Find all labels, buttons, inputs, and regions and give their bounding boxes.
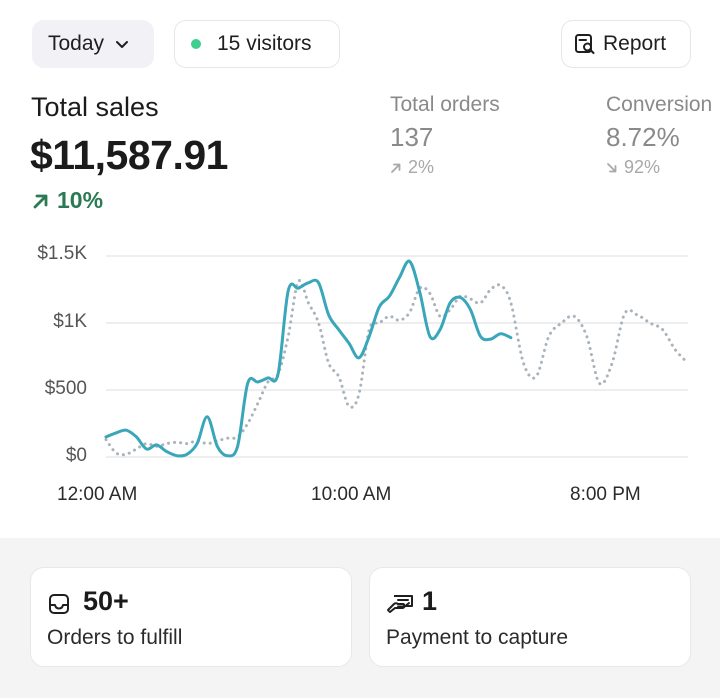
period-label: Today	[48, 32, 105, 55]
arrow-up-right-icon	[33, 194, 48, 208]
x-tick-label: 10:00 AM	[311, 484, 392, 505]
y-tick-label: $500	[44, 378, 87, 399]
total-sales-change-value: 10%	[57, 187, 104, 213]
total-sales-label: Total sales	[31, 92, 159, 122]
live-visitors-button[interactable]: 15 visitors	[174, 20, 340, 68]
live-status-dot-icon	[191, 39, 201, 49]
orders-to-fulfill-count: 50+	[83, 586, 129, 616]
y-tick-label: $0	[65, 445, 87, 466]
payment-to-capture-card[interactable]: 1 Payment to capture	[369, 567, 691, 667]
total-sales-value: $11,587.91	[30, 132, 228, 178]
total-orders-label: Total orders	[390, 93, 500, 116]
total-sales-change: 10%	[31, 187, 103, 214]
y-tick-label: $1K	[53, 311, 87, 332]
orders-to-fulfill-label: Orders to fulfill	[47, 626, 183, 649]
report-button[interactable]: Report	[561, 20, 691, 68]
x-tick-label: 8:00 PM	[570, 484, 641, 505]
conversion-label: Conversion	[606, 93, 713, 116]
total-orders-change-value: 2%	[408, 157, 435, 177]
payment-hand-icon	[387, 595, 413, 613]
report-search-icon	[575, 34, 595, 54]
x-tick-label: 12:00 AM	[57, 484, 138, 505]
visitors-label: 15 visitors	[217, 32, 312, 55]
y-tick-label: $1.5K	[37, 243, 87, 264]
arrow-up-right-icon	[391, 163, 401, 173]
comparison-series-line	[104, 279, 690, 457]
conversion-change: 92%	[606, 157, 660, 178]
total-orders-value: 137	[390, 122, 434, 152]
payment-to-capture-count: 1	[422, 586, 438, 616]
arrow-down-right-icon	[607, 162, 617, 172]
sales-line-chart	[104, 255, 690, 458]
conversion-change-value: 92%	[624, 157, 661, 177]
current-series-line	[104, 259, 513, 458]
period-select-button[interactable]: Today	[32, 20, 154, 68]
report-label: Report	[603, 32, 667, 55]
total-orders-change: 2%	[390, 157, 434, 178]
orders-to-fulfill-card[interactable]: 50+ Orders to fulfill	[30, 567, 352, 667]
conversion-value: 8.72%	[606, 122, 680, 152]
payment-to-capture-label: Payment to capture	[386, 626, 569, 649]
chevron-down-icon	[116, 41, 129, 48]
inbox-icon	[49, 594, 69, 614]
